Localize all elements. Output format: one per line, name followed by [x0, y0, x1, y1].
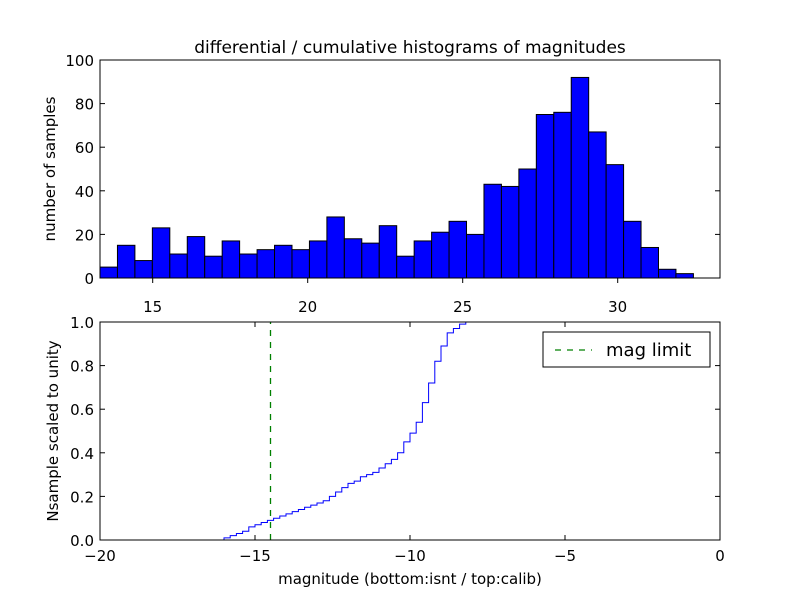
bottom-x-tick-label: 0 [715, 547, 725, 565]
top-y-axis-label: number of samples [41, 96, 59, 241]
histogram-bar [221, 240, 241, 279]
top-y-tick-label: 60 [75, 139, 94, 157]
histogram-bar [308, 240, 328, 279]
legend-mag-limit-label: mag limit [606, 340, 691, 361]
bottom-y-ticks: 0.0 0.2 0.4 0.6 0.8 1.0 [70, 314, 720, 550]
histogram-bar [640, 246, 659, 279]
bottom-x-ticks: −20 −15 −10 −5 0 [84, 322, 725, 565]
bottom-x-tick-label: −15 [239, 547, 271, 565]
top-x-tick-label: 30 [608, 298, 627, 316]
histogram-bar [169, 253, 188, 279]
legend: mag limit [542, 331, 711, 368]
histogram-bar [657, 268, 677, 279]
top-y-tick-label: 100 [65, 52, 94, 70]
top-y-tick-label: 80 [75, 96, 94, 114]
bottom-x-axis-label: magnitude (bottom:isnt / top:calib) [278, 570, 542, 588]
top-y-tick-label: 20 [75, 226, 94, 244]
histogram-bar [361, 242, 380, 279]
histogram-bar [623, 220, 642, 279]
histogram-bar [588, 131, 607, 279]
top-y-ticks: 0 20 40 60 80 100 [65, 52, 720, 288]
histogram-bar [553, 111, 572, 279]
histogram-bar [466, 233, 485, 279]
top-y-tick-label: 40 [75, 183, 94, 201]
histogram-bar [431, 231, 450, 279]
top-plot-frame [99, 59, 721, 279]
histogram-bar [291, 249, 310, 279]
histogram-bar [448, 220, 468, 279]
bottom-y-tick-label: 0.2 [70, 488, 94, 506]
top-x-tick-label: 15 [143, 298, 162, 316]
bottom-y-tick-label: 0.8 [70, 358, 94, 376]
histogram-bar [256, 249, 276, 279]
histogram-bars [99, 76, 694, 279]
bottom-y-tick-label: 1.0 [70, 314, 94, 332]
histogram-bar [500, 185, 520, 279]
histogram-bar [99, 266, 118, 279]
bottom-x-tick-label: −10 [394, 547, 426, 565]
cumulative-step-line [100, 321, 472, 541]
histogram-bar [378, 225, 398, 279]
histogram-bar [186, 236, 206, 279]
top-y-tick-label: 0 [84, 270, 94, 288]
histogram-bar [675, 273, 694, 279]
histogram-bar [116, 244, 136, 279]
histogram-bar [239, 253, 258, 279]
histogram-bar [605, 164, 625, 279]
histogram-bar [204, 255, 223, 279]
bottom-y-tick-label: 0.6 [70, 401, 94, 419]
bottom-x-tick-label: −20 [84, 547, 116, 565]
histogram-bar [570, 76, 590, 279]
bottom-series [100, 321, 472, 541]
bottom-y-axis-label: Nsample scaled to unity [44, 340, 62, 521]
histogram-bar [483, 183, 502, 279]
histogram-bar [518, 168, 537, 279]
histogram-bar [535, 114, 555, 279]
histogram-bar [326, 216, 345, 279]
histogram-bar [413, 240, 433, 279]
bottom-cumulative-panel: 0.0 0.2 0.4 0.6 0.8 1.0 −20 −15 −10 −5 0 Nsample … [44, 314, 725, 588]
histogram-bar [396, 255, 415, 279]
histogram-bar [134, 260, 153, 279]
top-chart-title: differential / cumulative histograms of … [194, 38, 626, 58]
top-histogram-panel: differential / cumulative histograms of … [41, 38, 721, 316]
top-x-ticks: 15 20 25 30 [143, 278, 627, 316]
bottom-plot-frame [99, 321, 721, 541]
top-x-tick-label: 20 [298, 298, 317, 316]
bottom-y-tick-label: 0.0 [70, 532, 94, 550]
top-x-tick-label: 25 [453, 298, 472, 316]
bottom-y-tick-label: 0.4 [70, 445, 94, 463]
histogram-bar [343, 238, 363, 279]
histogram-bar [151, 227, 171, 279]
histogram-bar [274, 244, 293, 279]
bottom-x-tick-label: −5 [554, 547, 576, 565]
